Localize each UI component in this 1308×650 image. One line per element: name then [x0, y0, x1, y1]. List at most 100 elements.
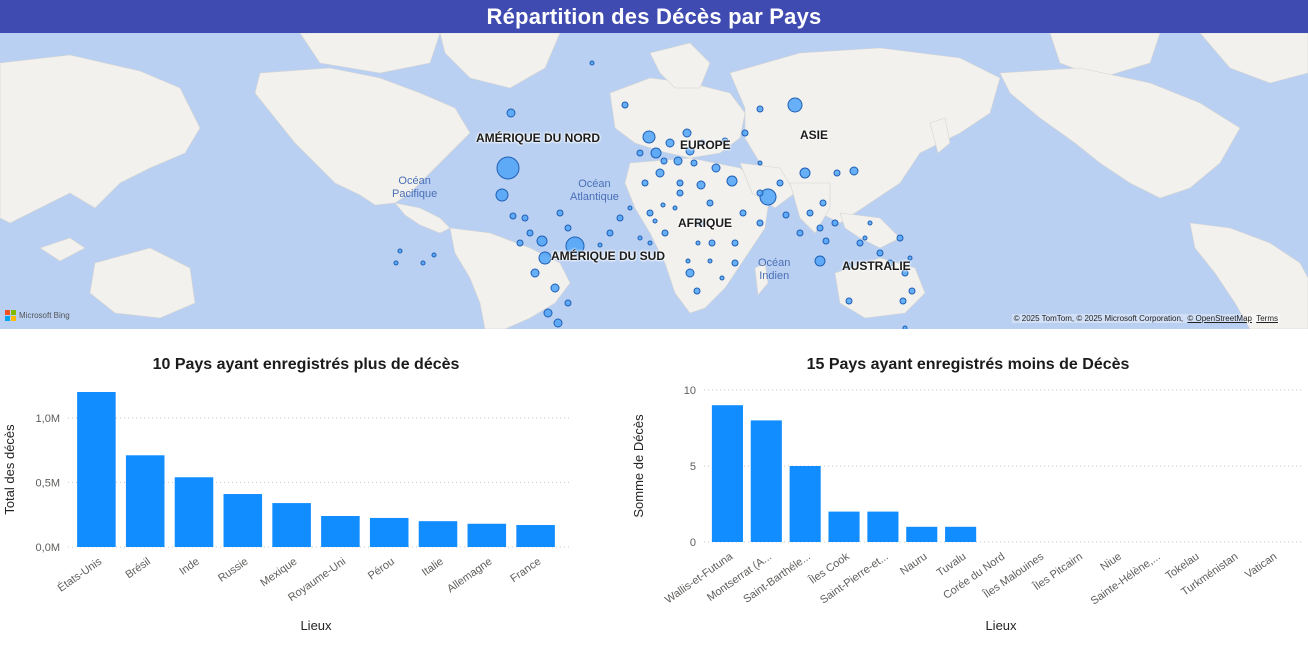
bar[interactable] — [711, 405, 743, 542]
map-bubble[interactable] — [553, 318, 563, 328]
map-bubble[interactable] — [431, 252, 437, 258]
map-bubble[interactable] — [756, 219, 764, 227]
map-bubble[interactable] — [521, 214, 529, 222]
map-bubble[interactable] — [536, 235, 548, 247]
bar[interactable] — [321, 516, 360, 547]
map-bubble[interactable] — [856, 239, 864, 247]
map-bubble[interactable] — [867, 220, 873, 226]
map-bubble[interactable] — [706, 199, 714, 207]
map-bubble[interactable] — [636, 149, 644, 157]
bar[interactable] — [906, 526, 938, 542]
openstreetmap-link[interactable]: © OpenStreetMap — [1187, 314, 1252, 323]
map-bubble[interactable] — [646, 209, 654, 217]
map-bubble[interactable] — [696, 219, 704, 227]
map-bubble[interactable] — [495, 188, 509, 202]
map-bubble[interactable] — [685, 268, 695, 278]
map-bubble[interactable] — [711, 163, 721, 173]
map-bubble[interactable] — [833, 169, 841, 177]
map-bubble[interactable] — [690, 159, 698, 167]
map-bubble[interactable] — [816, 224, 824, 232]
map-bubble[interactable] — [876, 249, 884, 257]
chart-top10-deaths[interactable]: 10 Pays ayant enregistrés plus de décès … — [0, 336, 640, 650]
map-bubble[interactable] — [565, 236, 585, 256]
map-bubble[interactable] — [896, 234, 904, 242]
map-bubble[interactable] — [660, 157, 668, 165]
map-bubble[interactable] — [641, 179, 649, 187]
map-bubble[interactable] — [672, 205, 678, 211]
map-bubble[interactable] — [516, 239, 524, 247]
map-bubble[interactable] — [676, 189, 684, 197]
map-bubble[interactable] — [908, 287, 916, 295]
map-bubble[interactable] — [719, 275, 725, 281]
map-bubble[interactable] — [708, 239, 716, 247]
map-bubble[interactable] — [849, 166, 859, 176]
map-bubble[interactable] — [822, 237, 830, 245]
map-bubble[interactable] — [627, 205, 633, 211]
map-bubble[interactable] — [660, 202, 666, 208]
bar[interactable] — [945, 526, 977, 542]
bar[interactable] — [828, 511, 860, 542]
map-visual[interactable]: AMÉRIQUE DU NORD EUROPE ASIE AFRIQUE AMÉ… — [0, 33, 1308, 329]
map-bubble[interactable] — [756, 189, 764, 197]
map-bubble[interactable] — [685, 258, 691, 264]
map-bubble[interactable] — [647, 240, 653, 246]
map-bubble[interactable] — [564, 299, 572, 307]
map-bubble[interactable] — [685, 146, 695, 156]
terms-link[interactable]: Terms — [1256, 314, 1278, 323]
bar[interactable] — [174, 477, 214, 547]
map-bubble[interactable] — [739, 209, 747, 217]
map-bubble[interactable] — [731, 259, 739, 267]
map-bubble[interactable] — [393, 260, 399, 266]
map-bubble[interactable] — [759, 188, 777, 206]
map-bubble[interactable] — [707, 258, 713, 264]
map-bubble[interactable] — [637, 235, 643, 241]
map-bubble[interactable] — [776, 179, 784, 187]
map-bubble[interactable] — [655, 168, 665, 178]
bar[interactable] — [516, 525, 555, 547]
map-bubble[interactable] — [721, 137, 729, 145]
map-bubble[interactable] — [799, 167, 811, 179]
map-bubble[interactable] — [682, 128, 692, 138]
map-bubble[interactable] — [698, 139, 706, 147]
map-bubble[interactable] — [543, 308, 553, 318]
map-bubble[interactable] — [665, 138, 675, 148]
map-bubble[interactable] — [907, 255, 913, 261]
map-bubble[interactable] — [652, 218, 658, 224]
bar[interactable] — [369, 517, 409, 547]
map-bubble[interactable] — [397, 248, 403, 254]
map-bubble[interactable] — [787, 97, 803, 113]
chart-bottom15-deaths[interactable]: 15 Pays ayant enregistrés moins de Décès… — [631, 336, 1308, 650]
map-bubble[interactable] — [509, 212, 517, 220]
map-bubble[interactable] — [597, 242, 603, 248]
map-bubble[interactable] — [693, 287, 701, 295]
map-bubble[interactable] — [757, 160, 763, 166]
map-bubble[interactable] — [616, 214, 624, 222]
map-bubble[interactable] — [530, 268, 540, 278]
map-bubble[interactable] — [695, 240, 701, 246]
map-bubble[interactable] — [741, 129, 749, 137]
map-bubble[interactable] — [642, 130, 656, 144]
bar[interactable] — [467, 523, 507, 547]
map-bubble[interactable] — [844, 262, 852, 270]
map-bubble[interactable] — [731, 239, 739, 247]
map-bubble[interactable] — [696, 180, 706, 190]
map-bubble[interactable] — [564, 224, 572, 232]
bar[interactable] — [418, 521, 458, 547]
map-bubble[interactable] — [819, 199, 827, 207]
map-bubble[interactable] — [420, 260, 426, 266]
map-bubble[interactable] — [650, 147, 662, 159]
bar[interactable] — [750, 420, 782, 542]
map-bubble[interactable] — [526, 229, 534, 237]
map-bubble[interactable] — [899, 297, 907, 305]
bar-chart-top10[interactable]: 0,0M 0,5M 1,0M États-Unis Brésil Inde Russie Me… — [0, 336, 640, 650]
map-bubble[interactable] — [538, 251, 552, 265]
map-bubble[interactable] — [814, 255, 826, 267]
map-bubble[interactable] — [726, 175, 738, 187]
map-bubble[interactable] — [661, 229, 669, 237]
map-bubble[interactable] — [796, 229, 804, 237]
map-bubble[interactable] — [550, 283, 560, 293]
map-bubble[interactable] — [782, 211, 790, 219]
map-bubble[interactable] — [673, 156, 683, 166]
bar[interactable] — [125, 455, 165, 547]
map-bubble[interactable] — [845, 297, 853, 305]
